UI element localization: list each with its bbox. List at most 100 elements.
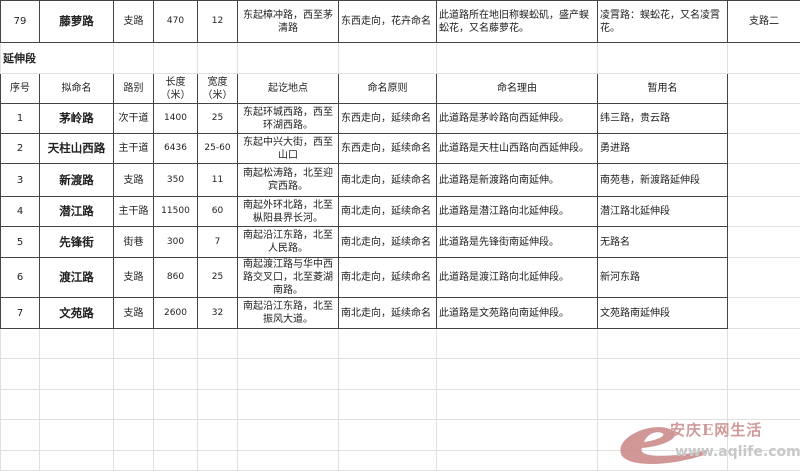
empty-cell — [728, 329, 800, 359]
empty-cell — [339, 359, 437, 390]
cell-width: 7 — [198, 227, 238, 258]
cell-reason: 此道路是渡江路向北延伸段。 — [437, 258, 598, 298]
empty-cell — [339, 451, 437, 471]
empty-cell — [437, 390, 598, 420]
cell-category: 支路二 — [728, 1, 800, 43]
cell-name: 先锋街 — [40, 227, 114, 258]
cell-principle: 南北走向，延续命名 — [339, 227, 437, 258]
cell-type: 支路 — [114, 164, 154, 197]
cell-temp-name: 勇进路 — [598, 134, 728, 164]
cell-no: 7 — [1, 298, 40, 329]
empty-cell — [339, 329, 437, 359]
cell-reason: 此道路是先锋街南延伸段。 — [437, 227, 598, 258]
empty-cell — [40, 359, 114, 390]
empty-cell — [437, 420, 598, 451]
empty-cell — [728, 134, 800, 164]
cell-length: 470 — [154, 1, 198, 43]
cell-principle: 南北走向，延续命名 — [339, 258, 437, 298]
cell-width: 32 — [198, 298, 238, 329]
empty-cell — [1, 329, 40, 359]
cell-principle: 南北走向，延续命名 — [339, 298, 437, 329]
empty-cell — [728, 197, 800, 227]
section-title: 延伸段 — [1, 43, 114, 74]
empty-cell — [728, 74, 800, 104]
empty-cell — [238, 329, 339, 359]
header-row: 序号 拟命名 路别 长度（米） 宽度（米） 起讫地点 命名原则 命名理由 暂用名 — [1, 74, 800, 104]
header-temp-name: 暂用名 — [598, 74, 728, 104]
cell-length: 860 — [154, 258, 198, 298]
empty-cell — [598, 329, 728, 359]
empty-cell — [198, 43, 238, 74]
cell-name: 文苑路 — [40, 298, 114, 329]
cell-location: 东起樟冲路，西至茅清路 — [238, 1, 339, 43]
table-row-79: 79 藤萝路 支路 470 12 东起樟冲路，西至茅清路 东西走向，花卉命名 此… — [1, 1, 800, 43]
cell-type: 主干路 — [114, 197, 154, 227]
cell-temp-name: 无路名 — [598, 227, 728, 258]
cell-principle: 南北走向，延续命名 — [339, 197, 437, 227]
cell-location: 南起松涛路，北至迎宾西路。 — [238, 164, 339, 197]
empty-cell — [40, 420, 114, 451]
empty-cell — [40, 451, 114, 471]
empty-cell — [154, 420, 198, 451]
empty-cell — [238, 359, 339, 390]
cell-principle: 东西走向，延续命名 — [339, 104, 437, 134]
cell-type: 街巷 — [114, 227, 154, 258]
cell-width: 12 — [198, 1, 238, 43]
empty-row — [1, 329, 800, 359]
header-no: 序号 — [1, 74, 40, 104]
header-width: 宽度（米） — [198, 74, 238, 104]
empty-cell — [1, 420, 40, 451]
empty-cell — [728, 390, 800, 420]
empty-cell — [198, 451, 238, 471]
cell-principle: 南北走向，延续命名 — [339, 164, 437, 197]
header-location: 起讫地点 — [238, 74, 339, 104]
cell-length: 6436 — [154, 134, 198, 164]
empty-cell — [339, 43, 437, 74]
cell-location: 东起环城西路，西至环湖西路。 — [238, 104, 339, 134]
empty-cell — [198, 359, 238, 390]
cell-no: 2 — [1, 134, 40, 164]
empty-cell — [154, 359, 198, 390]
cell-no: 3 — [1, 164, 40, 197]
empty-cell — [598, 43, 728, 74]
cell-type: 主干道 — [114, 134, 154, 164]
cell-type: 支路 — [114, 298, 154, 329]
cell-type: 支路 — [114, 1, 154, 43]
cell-temp-name: 新河东路 — [598, 258, 728, 298]
empty-cell — [437, 43, 598, 74]
empty-cell — [437, 451, 598, 471]
cell-type: 次干道 — [114, 104, 154, 134]
empty-cell — [437, 329, 598, 359]
cell-location: 南起沿江东路，北至振风大道。 — [238, 298, 339, 329]
empty-cell — [598, 390, 728, 420]
empty-cell — [728, 258, 800, 298]
cell-temp-name: 南苑巷，新渡路延伸段 — [598, 164, 728, 197]
empty-cell — [114, 329, 154, 359]
cell-name: 茅岭路 — [40, 104, 114, 134]
cell-reason: 此道路是新渡路向南延伸。 — [437, 164, 598, 197]
empty-cell — [238, 451, 339, 471]
cell-principle: 东西走向，花卉命名 — [339, 1, 437, 43]
cell-location: 南起沿江东路，北至人民路。 — [238, 227, 339, 258]
cell-reason: 此道路是天柱山西路向西延伸段。 — [437, 134, 598, 164]
cell-reason: 此道路是茅岭路向西延伸段。 — [437, 104, 598, 134]
empty-cell — [437, 359, 598, 390]
empty-cell — [1, 451, 40, 471]
empty-cell — [728, 227, 800, 258]
cell-temp-name: 凌霄路：蜈蚣花，又名凌霄花。 — [598, 1, 728, 43]
header-length: 长度（米） — [154, 74, 198, 104]
empty-cell — [198, 329, 238, 359]
empty-cell — [154, 43, 198, 74]
cell-width: 25 — [198, 258, 238, 298]
cell-no: 1 — [1, 104, 40, 134]
cell-length: 350 — [154, 164, 198, 197]
cell-width: 11 — [198, 164, 238, 197]
header-principle: 命名原则 — [339, 74, 437, 104]
header-type: 路别 — [114, 74, 154, 104]
cell-no: 4 — [1, 197, 40, 227]
